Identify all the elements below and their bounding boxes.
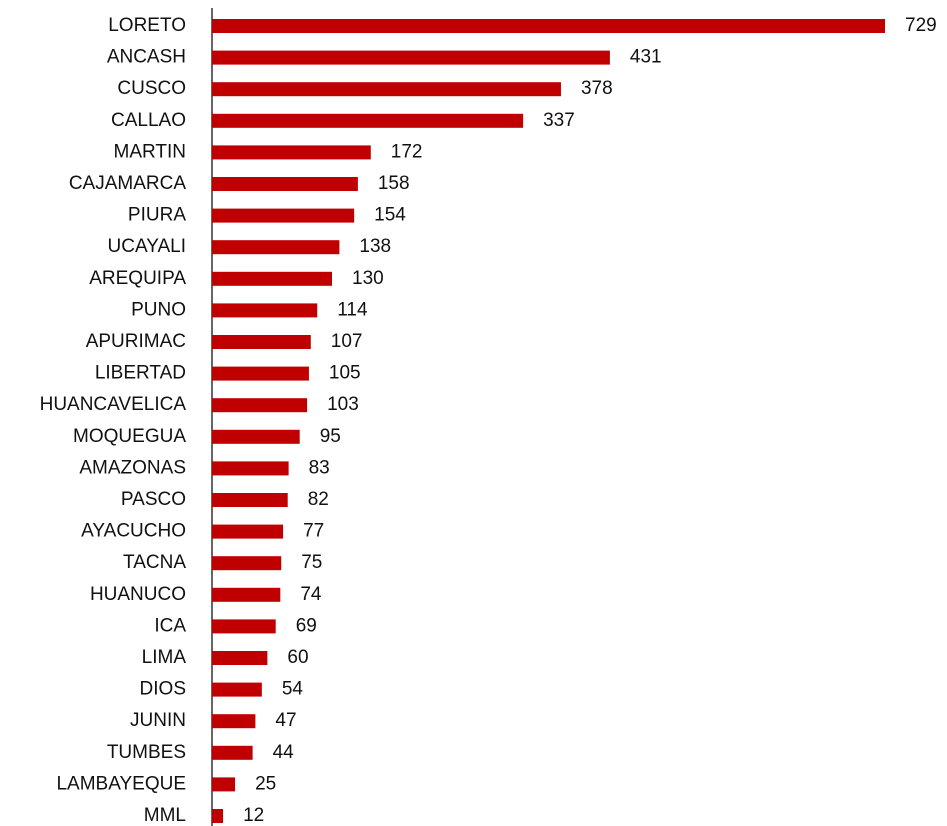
value-label: 172 [391, 141, 423, 162]
bar [212, 303, 318, 318]
category-label: DIOS [140, 679, 186, 700]
value-label: 60 [287, 647, 308, 668]
bar [212, 461, 289, 476]
bar [212, 240, 340, 255]
category-label: MARTIN [114, 141, 186, 162]
category-label: TUMBES [107, 742, 186, 763]
category-label: LIBERTAD [95, 363, 186, 384]
bar [212, 556, 282, 571]
bar [212, 271, 333, 286]
bar [212, 208, 355, 223]
value-label: 95 [320, 426, 341, 447]
bar [212, 714, 256, 729]
value-label: 158 [378, 173, 410, 194]
value-label: 103 [327, 394, 359, 415]
category-label: MOQUEGUA [73, 426, 186, 447]
bar [212, 682, 262, 697]
category-label: UCAYALI [108, 236, 187, 257]
bar [212, 398, 308, 413]
category-label: LAMBAYEQUE [56, 773, 186, 794]
category-label: PIURA [128, 205, 186, 226]
value-label: 729 [905, 15, 937, 36]
bar [212, 19, 885, 33]
value-label: 337 [543, 110, 575, 131]
bar [212, 50, 610, 65]
bar [212, 177, 358, 191]
value-label: 74 [300, 584, 322, 605]
category-label: CALLAO [111, 110, 186, 131]
category-label: ICA [154, 615, 186, 636]
bar [212, 587, 281, 602]
category-label: HUANCAVELICA [40, 394, 187, 415]
category-label: LIMA [142, 647, 187, 668]
bar [212, 777, 236, 792]
value-label: 69 [296, 615, 317, 636]
value-label: 82 [308, 489, 329, 510]
category-label: CUSCO [117, 78, 186, 99]
value-label: 431 [630, 47, 662, 68]
value-label: 83 [309, 457, 330, 478]
bar [212, 366, 309, 381]
value-label: 75 [301, 552, 322, 573]
value-label: 138 [359, 236, 391, 257]
category-label: AMAZONAS [79, 457, 186, 478]
value-label: 107 [331, 331, 363, 352]
value-label: 77 [303, 521, 324, 542]
value-label: 54 [282, 679, 304, 700]
bar [212, 524, 284, 539]
bar [212, 145, 371, 160]
category-label: JUNIN [130, 710, 186, 731]
value-label: 105 [329, 363, 361, 384]
value-label: 47 [275, 710, 296, 731]
bar [212, 745, 253, 760]
category-label: PASCO [121, 489, 186, 510]
value-label: 25 [255, 773, 276, 794]
value-label: 130 [352, 268, 384, 289]
bar [212, 429, 300, 444]
bar [212, 809, 224, 823]
category-label: AYACUCHO [81, 521, 186, 542]
bar [212, 82, 561, 97]
category-label: APURIMAC [86, 331, 186, 352]
category-label: CAJAMARCA [69, 173, 187, 194]
value-label: 114 [337, 299, 368, 320]
bar [212, 335, 311, 349]
category-label: AREQUIPA [89, 268, 186, 289]
category-label: LORETO [108, 15, 186, 36]
bar [212, 113, 524, 128]
category-label: TACNA [123, 552, 186, 573]
bar [212, 619, 276, 634]
value-label: 44 [273, 742, 295, 763]
value-label: 378 [581, 78, 613, 99]
category-label: PUNO [131, 299, 186, 320]
category-label: HUANUCO [90, 584, 186, 605]
value-label: 154 [374, 205, 406, 226]
bar [212, 493, 288, 507]
value-label: 12 [243, 805, 264, 826]
category-label: MML [144, 805, 186, 826]
category-label: ANCASH [107, 47, 186, 68]
bar [212, 651, 268, 665]
